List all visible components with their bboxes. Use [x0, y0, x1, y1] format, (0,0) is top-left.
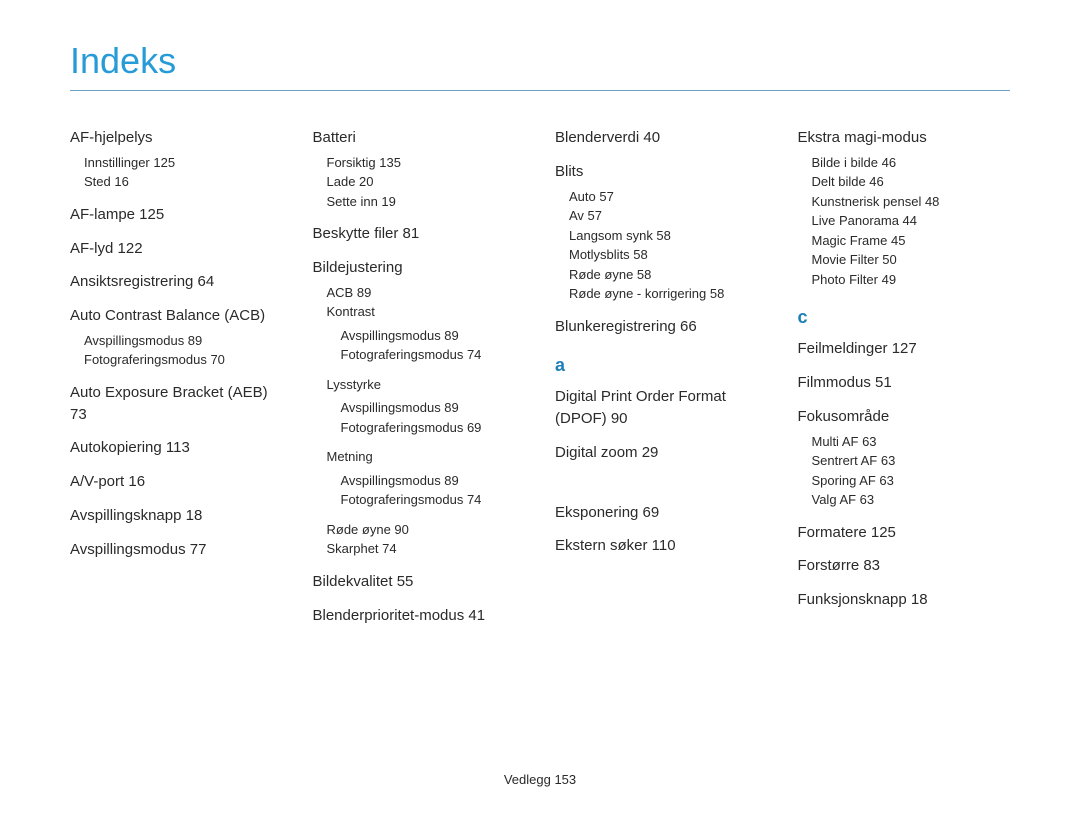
col-3: Blenderverdi 40 Blits Auto 57 Av 57 Lang… — [555, 127, 768, 638]
entry-sub: Magic Frame 45 — [812, 231, 1011, 251]
entry-sublist: Avspillingsmodus 89 Fotograferingsmodus … — [84, 331, 283, 370]
entry-sub: Røde øyne 90 — [327, 520, 526, 540]
entry-sub: Auto 57 — [569, 187, 768, 207]
entry-main: Auto Contrast Balance (ACB) — [70, 305, 283, 327]
col-4: Ekstra magi-modus Bilde i bilde 46 Delt … — [798, 127, 1011, 638]
entry-sub-sublist: Avspillingsmodus 89 Fotograferingsmodus … — [341, 326, 526, 365]
entry-sub: Sentrert AF 63 — [812, 451, 1011, 471]
entry-sub: Avspillingsmodus 89 — [341, 398, 526, 418]
entry-sub: Lysstyrke — [327, 375, 526, 395]
entry-sub: Innstillinger 125 — [84, 153, 283, 173]
index-entry: Ekstra magi-modus Bilde i bilde 46 Delt … — [798, 127, 1011, 289]
index-entry: Avspillingsmodus 77 — [70, 539, 283, 561]
index-entry: Feilmeldinger 127 — [798, 338, 1011, 360]
page-footer: Vedlegg 153 — [0, 772, 1080, 787]
entry-main: Fokusområde — [798, 406, 1011, 428]
index-entry: Auto Exposure Bracket (AEB) 73 — [70, 382, 283, 426]
spacer — [555, 476, 768, 502]
entry-sub: Fotograferingsmodus 74 — [341, 345, 526, 365]
entry-sub: Fotograferingsmodus 74 — [341, 490, 526, 510]
entry-sublist: ACB 89 Kontrast Avspillingsmodus 89 Foto… — [327, 283, 526, 559]
entry-main: Ekstra magi-modus — [798, 127, 1011, 149]
index-entry: Fokusområde Multi AF 63 Sentrert AF 63 S… — [798, 406, 1011, 510]
index-entry: Forstørre 83 — [798, 555, 1011, 577]
entry-sub: Av 57 — [569, 206, 768, 226]
entry-sub: Motlysblits 58 — [569, 245, 768, 265]
entry-sub: ACB 89 — [327, 283, 526, 303]
entry-sub: Langsom synk 58 — [569, 226, 768, 246]
entry-sub: Røde øyne 58 — [569, 265, 768, 285]
entry-sub: Multi AF 63 — [812, 432, 1011, 452]
index-entry: Avspillingsknapp 18 — [70, 505, 283, 527]
entry-sub: Avspillingsmodus 89 — [84, 331, 283, 351]
entry-sub: Live Panorama 44 — [812, 211, 1011, 231]
index-entry: Digital zoom 29 — [555, 442, 768, 464]
index-entry: A/V-port 16 — [70, 471, 283, 493]
index-entry: Autokopiering 113 — [70, 437, 283, 459]
index-entry: AF-hjelpelys Innstillinger 125 Sted 16 — [70, 127, 283, 192]
entry-sub: Skarphet 74 — [327, 539, 526, 559]
entry-sub-sublist: Avspillingsmodus 89 Fotograferingsmodus … — [341, 471, 526, 510]
entry-sublist: Bilde i bilde 46 Delt bilde 46 Kunstneri… — [812, 153, 1011, 290]
entry-sublist: Forsiktig 135 Lade 20 Sette inn 19 — [327, 153, 526, 212]
page-title: Indeks — [70, 40, 1010, 82]
index-entry: Blenderprioritet-modus 41 — [313, 605, 526, 627]
index-entry: AF-lampe 125 — [70, 204, 283, 226]
col-1: AF-hjelpelys Innstillinger 125 Sted 16 A… — [70, 127, 283, 638]
entry-sub: Kunstnerisk pensel 48 — [812, 192, 1011, 212]
index-entry: Ansiktsregistrering 64 — [70, 271, 283, 293]
index-entry: Filmmodus 51 — [798, 372, 1011, 394]
entry-sub: Bilde i bilde 46 — [812, 153, 1011, 173]
entry-sub: Sette inn 19 — [327, 192, 526, 212]
entry-sub: Sted 16 — [84, 172, 283, 192]
entry-sub: Sporing AF 63 — [812, 471, 1011, 491]
section-letter: c — [798, 307, 1011, 328]
col-2: Batteri Forsiktig 135 Lade 20 Sette inn … — [313, 127, 526, 638]
entry-sub: Kontrast — [327, 302, 526, 322]
index-entry: Blenderverdi 40 — [555, 127, 768, 149]
entry-sub: Valg AF 63 — [812, 490, 1011, 510]
entry-sublist: Innstillinger 125 Sted 16 — [84, 153, 283, 192]
entry-sub: Forsiktig 135 — [327, 153, 526, 173]
index-entry: Formatere 125 — [798, 522, 1011, 544]
entry-sub: Lade 20 — [327, 172, 526, 192]
index-entry: Funksjonsknapp 18 — [798, 589, 1011, 611]
index-entry: Eksponering 69 — [555, 502, 768, 524]
index-columns: AF-hjelpelys Innstillinger 125 Sted 16 A… — [70, 127, 1010, 638]
index-entry: Blits Auto 57 Av 57 Langsom synk 58 Motl… — [555, 161, 768, 304]
index-entry: Blunkeregistrering 66 — [555, 316, 768, 338]
index-entry: AF-lyd 122 — [70, 238, 283, 260]
index-entry: Auto Contrast Balance (ACB) Avspillingsm… — [70, 305, 283, 370]
entry-sub: Fotograferingsmodus 69 — [341, 418, 526, 438]
entry-sub: Fotograferingsmodus 70 — [84, 350, 283, 370]
index-entry: Bildekvalitet 55 — [313, 571, 526, 593]
entry-sub: Avspillingsmodus 89 — [341, 471, 526, 491]
entry-sub: Photo Filter 49 — [812, 270, 1011, 290]
index-entry: Ekstern søker 110 — [555, 535, 768, 557]
entry-sub: Avspillingsmodus 89 — [341, 326, 526, 346]
entry-sub: Movie Filter 50 — [812, 250, 1011, 270]
index-entry: Digital Print Order Format (DPOF) 90 — [555, 386, 768, 430]
section-letter: a — [555, 355, 768, 376]
entry-sub: Røde øyne - korrigering 58 — [569, 284, 768, 304]
index-page: Indeks AF-hjelpelys Innstillinger 125 St… — [0, 0, 1080, 815]
title-rule — [70, 90, 1010, 91]
entry-sublist: Auto 57 Av 57 Langsom synk 58 Motlysblit… — [569, 187, 768, 304]
entry-main: Blits — [555, 161, 768, 183]
entry-sub-sublist: Avspillingsmodus 89 Fotograferingsmodus … — [341, 398, 526, 437]
index-entry: Batteri Forsiktig 135 Lade 20 Sette inn … — [313, 127, 526, 211]
entry-main: Batteri — [313, 127, 526, 149]
entry-sub: Delt bilde 46 — [812, 172, 1011, 192]
index-entry: Bildejustering ACB 89 Kontrast Avspillin… — [313, 257, 526, 559]
index-entry: Beskytte ﬁler 81 — [313, 223, 526, 245]
entry-sublist: Multi AF 63 Sentrert AF 63 Sporing AF 63… — [812, 432, 1011, 510]
entry-sub: Metning — [327, 447, 526, 467]
entry-main: Bildejustering — [313, 257, 526, 279]
entry-main: AF-hjelpelys — [70, 127, 283, 149]
